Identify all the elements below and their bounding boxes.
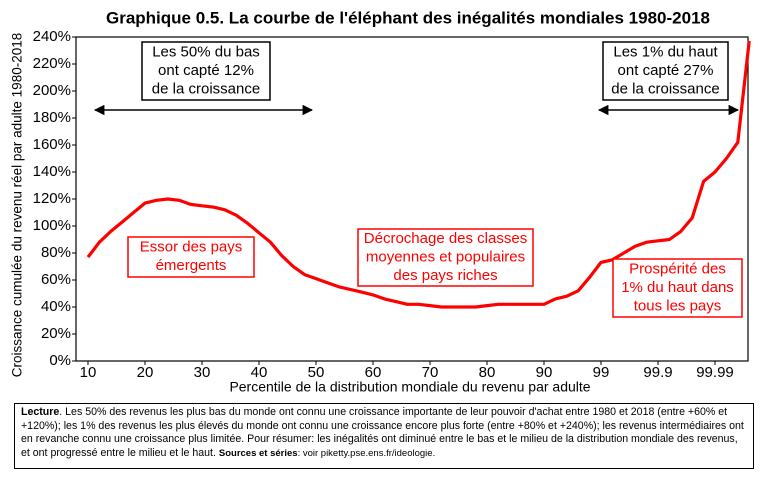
- y-tick-label: 80%: [41, 244, 71, 261]
- annotation-box: [127, 236, 255, 278]
- annotation-box: [612, 258, 743, 318]
- x-tick-label: 80: [479, 364, 496, 381]
- annotation-text: de la croissance: [611, 80, 719, 97]
- annotation-text: Les 50% du bas: [152, 43, 260, 60]
- note-text: . Les 50% des revenus les plus bas du mo…: [21, 406, 744, 459]
- y-tick-label: 100%: [33, 217, 71, 234]
- x-tick-label: 99: [593, 364, 610, 381]
- annotation-text: moyennes et populaires: [366, 248, 525, 265]
- y-tick-label: 200%: [33, 82, 71, 99]
- x-tick-label: 30: [194, 364, 211, 381]
- x-tick-label: 10: [80, 364, 97, 381]
- y-tick-label: 220%: [33, 55, 71, 72]
- note-lead: Lecture: [21, 406, 60, 418]
- x-tick-label: 99.99: [696, 364, 734, 381]
- annotation-text: émergents: [156, 257, 227, 274]
- sources-label: Sources et séries: [218, 447, 298, 459]
- x-tick-label: 60: [365, 364, 382, 381]
- x-tick-label: 40: [251, 364, 268, 381]
- x-tick-label: 20: [137, 364, 154, 381]
- y-tick-label: 120%: [33, 190, 71, 207]
- x-tick-label: 99.9: [643, 364, 672, 381]
- x-axis-label: Percentile de la distribution mondiale d…: [229, 379, 590, 395]
- annotation-box: [141, 41, 271, 101]
- x-tick-label: 50: [308, 364, 325, 381]
- annotation-text: ont capté 12%: [158, 62, 254, 79]
- y-tick-label: 140%: [33, 163, 71, 180]
- note: Lecture. Les 50% des revenus les plus ba…: [14, 403, 754, 469]
- line: [86, 40, 751, 309]
- annotation-box: [602, 41, 729, 101]
- annotation-text: Les 1% du haut: [613, 43, 718, 60]
- y-tick-label: 0%: [49, 352, 71, 369]
- annotation-text: Essor des pays: [140, 239, 243, 256]
- y-tick-label: 160%: [33, 136, 71, 153]
- annotation-text: des pays riches: [393, 267, 497, 284]
- annotation-text: Décrochage des classes: [364, 230, 527, 247]
- annotation-text: ont capté 27%: [618, 62, 714, 79]
- annotation-text: de la croissance: [152, 80, 260, 97]
- chart: Graphique 0.5. La courbe de l'éléphant d…: [10, 8, 751, 395]
- y-tick-label: 60%: [41, 271, 71, 288]
- x-tick-label: 90: [536, 364, 553, 381]
- annotation-text: Prospérité des: [629, 260, 726, 277]
- sources: : voir piketty.pse.ens.fr/ideologie.: [297, 447, 436, 459]
- y-tick-label: 40%: [41, 298, 71, 315]
- y-axis-label: Croissance cumulée du revenu réel par ad…: [10, 33, 25, 377]
- chart-title: Graphique 0.5. La courbe de l'éléphant d…: [106, 8, 710, 27]
- annotation-text: 1% du haut dans: [621, 279, 734, 296]
- annotation-box: [357, 228, 534, 287]
- y-tick-label: 180%: [33, 109, 71, 126]
- y-tick-label: 240%: [33, 28, 71, 45]
- annotation-text: tous les pays: [634, 297, 722, 314]
- y-tick-label: 20%: [41, 325, 71, 342]
- x-tick-label: 70: [422, 364, 439, 381]
